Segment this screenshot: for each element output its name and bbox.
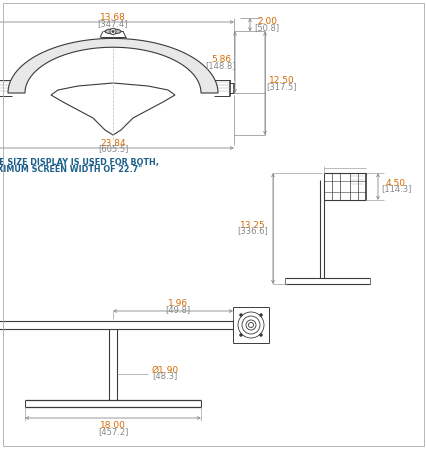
Text: [347.4]: [347.4]: [98, 19, 128, 28]
Polygon shape: [8, 39, 218, 93]
Text: [114.3]: [114.3]: [380, 185, 410, 194]
Text: [457.2]: [457.2]: [98, 427, 128, 436]
Text: 13.68: 13.68: [100, 13, 126, 22]
Circle shape: [242, 316, 259, 334]
Circle shape: [239, 313, 242, 317]
Text: [317.5]: [317.5]: [266, 82, 296, 91]
Text: [49.8]: [49.8]: [165, 305, 190, 314]
Circle shape: [110, 28, 116, 35]
Text: MAXIMUM SCREEN WIDTH OF 22.7": MAXIMUM SCREEN WIDTH OF 22.7": [0, 166, 142, 175]
Circle shape: [259, 313, 262, 317]
Ellipse shape: [105, 29, 121, 34]
Text: 1.96: 1.96: [167, 299, 187, 308]
Text: 4.50: 4.50: [385, 179, 405, 188]
Text: [336.6]: [336.6]: [237, 226, 268, 235]
Text: [50.8]: [50.8]: [254, 23, 279, 32]
Circle shape: [239, 334, 242, 336]
Circle shape: [237, 312, 263, 338]
Text: IF SAME SIZE DISPLAY IS USED FOR BOTH,: IF SAME SIZE DISPLAY IS USED FOR BOTH,: [0, 158, 158, 167]
Text: 23.84: 23.84: [100, 138, 126, 148]
Text: 13.25: 13.25: [239, 220, 265, 229]
Polygon shape: [51, 83, 175, 135]
Text: [148.8]: [148.8]: [205, 61, 236, 70]
Text: 18.00: 18.00: [100, 422, 126, 431]
Circle shape: [245, 320, 256, 330]
Text: 12.50: 12.50: [268, 76, 294, 85]
Text: Ø1.90: Ø1.90: [151, 365, 178, 374]
Text: 5.86: 5.86: [210, 55, 230, 64]
Text: [605.5]: [605.5]: [98, 145, 128, 154]
Circle shape: [248, 322, 253, 327]
Circle shape: [259, 334, 262, 336]
Text: 2.00: 2.00: [256, 17, 276, 26]
Text: [48.3]: [48.3]: [152, 371, 177, 380]
Circle shape: [112, 30, 114, 33]
